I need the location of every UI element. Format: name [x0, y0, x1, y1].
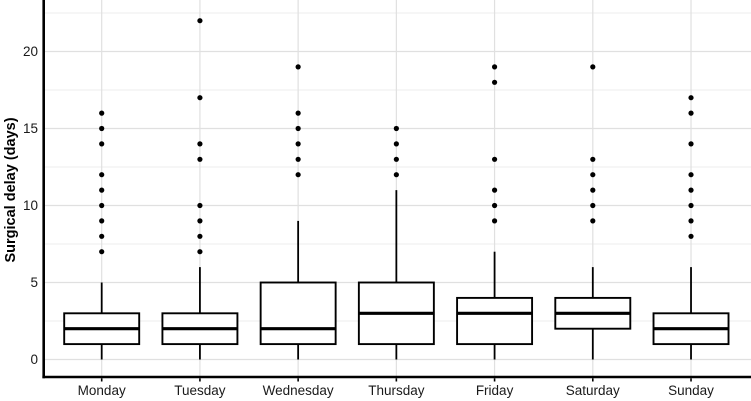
boxplot-sunday-outlier-point	[688, 187, 694, 193]
boxplot-tuesday-outlier-point	[197, 249, 203, 255]
boxplot-wednesday-outlier-point	[295, 64, 301, 70]
y-tick-label: 15	[23, 121, 38, 136]
boxplot-friday-box	[456, 296, 534, 346]
x-tick-label-saturday: Saturday	[566, 383, 620, 398]
x-tick-label-monday: Monday	[78, 383, 126, 398]
x-tick-label-wednesday: Wednesday	[263, 383, 334, 398]
boxplot-thursday-outlier-point	[393, 172, 399, 178]
boxplot-sunday-outlier-point	[688, 218, 694, 224]
boxplot-saturday-outlier-point	[590, 156, 596, 162]
y-tick-label: 20	[23, 44, 38, 59]
boxplot-wednesday-outlier-point	[295, 156, 301, 162]
boxplot-monday-outlier-point	[99, 218, 105, 224]
boxplot-tuesday-outlier-point	[197, 18, 203, 24]
boxplot-saturday-outlier-point	[590, 187, 596, 193]
x-tick-label-friday: Friday	[476, 383, 514, 398]
boxplot-monday-outlier-point	[99, 202, 105, 209]
boxplot-wednesday-outlier-point	[295, 141, 301, 147]
boxplot-monday-outlier-point	[99, 110, 105, 116]
boxplot-wednesday-box	[259, 281, 337, 346]
boxplot-wednesday-outlier-point	[295, 110, 301, 116]
boxplot-friday-outlier-point	[491, 79, 498, 85]
boxplot-wednesday-outlier-point	[295, 125, 301, 132]
boxplot-monday-outlier-point	[99, 172, 105, 178]
x-tick-label-sunday: Sunday	[668, 383, 714, 398]
y-tick-label: 0	[30, 352, 38, 367]
boxplot-thursday-outlier-point	[393, 141, 399, 147]
y-tick-label: 5	[30, 275, 38, 290]
boxplot-friday-outlier-point	[491, 64, 498, 70]
boxplot-tuesday-outlier-point	[197, 156, 203, 162]
boxplot-friday-outlier-point	[491, 202, 498, 209]
boxplot-saturday-outlier-point	[590, 218, 596, 224]
boxplot-saturday-outlier-point	[590, 202, 596, 209]
boxplot-tuesday-outlier-point	[197, 95, 203, 101]
x-tick-label-tuesday: Tuesday	[174, 383, 226, 398]
boxplot-thursday-outlier-point	[393, 156, 399, 162]
boxplot-sunday-outlier-point	[688, 202, 694, 209]
x-tick-label-thursday: Thursday	[368, 383, 425, 398]
boxplot-tuesday-outlier-point	[197, 218, 203, 224]
boxplot-thursday-outlier-point	[393, 125, 399, 132]
y-axis-title: Surgical delay (days)	[3, 117, 19, 262]
boxplot-tuesday-outlier-point	[197, 233, 203, 239]
boxplot-saturday-outlier-point	[590, 172, 596, 178]
boxplot-wednesday-outlier-point	[295, 172, 301, 178]
boxplot-friday-outlier-point	[491, 187, 498, 193]
boxplot-sunday-outlier-point	[688, 110, 694, 116]
y-tick-label: 10	[23, 198, 38, 213]
boxplot-tuesday-outlier-point	[197, 141, 203, 147]
boxplot-monday-outlier-point	[99, 141, 105, 147]
boxplot-monday-outlier-point	[99, 249, 105, 255]
boxplot-monday-outlier-point	[99, 125, 105, 132]
boxplot-saturday-outlier-point	[590, 64, 596, 70]
boxplot-sunday-outlier-point	[688, 172, 694, 178]
boxplot-sunday-outlier-point	[688, 141, 694, 147]
boxplot-sunday-outlier-point	[688, 233, 694, 239]
boxplot-friday-outlier-point	[491, 156, 498, 162]
boxplot-tuesday-outlier-point	[197, 202, 203, 209]
boxplot-friday-outlier-point	[491, 218, 498, 224]
boxplot-sunday-outlier-point	[688, 95, 694, 101]
boxplot-monday-outlier-point	[99, 233, 105, 239]
boxplot-monday-outlier-point	[99, 187, 105, 193]
